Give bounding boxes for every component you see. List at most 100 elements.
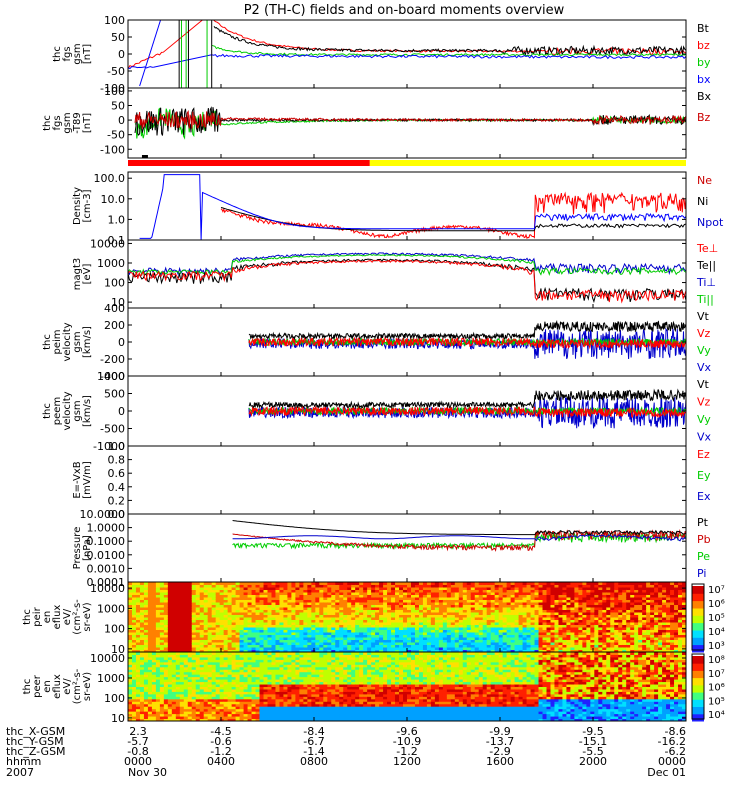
spectrogram-cell (175, 711, 181, 715)
spectrogram-cell (450, 627, 456, 630)
y-axis-label: velocity (62, 391, 73, 430)
spectrogram-cell (462, 609, 468, 613)
spectrogram-cell (183, 671, 189, 675)
spectrogram-cell (422, 609, 428, 613)
spectrogram-cell (207, 696, 213, 700)
spectrogram-cell (582, 582, 587, 585)
spectrogram-cell (215, 708, 221, 712)
spectrogram-cell (582, 642, 587, 645)
spectrogram-cell (371, 612, 376, 615)
spectrogram-cell (526, 587, 532, 590)
spectrogram-cell (618, 649, 623, 652)
spectrogram-cell (506, 607, 512, 610)
spectrogram-cell (151, 684, 157, 687)
spectrogram-cell (171, 629, 177, 633)
spectrogram-cell (163, 691, 169, 695)
spectrogram-cell (203, 647, 209, 650)
spectrogram-cell (450, 597, 456, 600)
spectrogram-cell (570, 629, 575, 633)
spectrogram-cell (128, 674, 133, 678)
spectrogram-cell (502, 584, 508, 588)
spectrogram-cell (223, 698, 229, 702)
spectrogram-cell (606, 647, 611, 650)
spectrogram-cell (414, 614, 420, 618)
spectrogram-cell (359, 597, 364, 600)
legend-entry: Ez (697, 448, 710, 461)
spectrogram-cell (191, 622, 197, 625)
spectrogram-cell (546, 587, 551, 590)
spectrogram-cell (139, 656, 145, 660)
spectrogram-cell (618, 634, 623, 638)
spectrogram-cell (670, 629, 675, 633)
spectrogram-cell (143, 634, 149, 638)
spectrogram-cell (147, 661, 153, 665)
spectrogram-cell (179, 634, 185, 638)
spectrogram-cell (418, 592, 424, 595)
spectrogram-cell (534, 634, 540, 638)
spectrogram-cell (558, 614, 563, 618)
spectrogram-cell (462, 614, 468, 618)
spectrogram-cell (602, 622, 607, 625)
spectrogram-cell (239, 584, 245, 588)
spectrogram-cell (367, 607, 372, 610)
spectrogram-cell (183, 718, 189, 721)
spectrogram-cell (155, 669, 161, 673)
spectrogram-cell (470, 589, 476, 593)
spectrogram-cell (211, 632, 217, 635)
spectrogram-cell (403, 582, 408, 585)
spectrogram-cell (147, 624, 153, 628)
spectrogram-cell (291, 637, 296, 640)
spectrogram-cell (474, 622, 480, 625)
spectrogram-cell (367, 627, 372, 630)
spectrogram-cell (594, 634, 599, 638)
series-vz (248, 405, 686, 419)
spectrogram-cell (143, 584, 149, 588)
spectrogram-cell (291, 642, 296, 645)
spectrogram-cell (159, 607, 165, 610)
y-tick-label: 10.0 (101, 193, 126, 206)
spectrogram-cell (315, 594, 320, 598)
spectrogram-cell (147, 693, 153, 697)
spectrogram-cell (458, 589, 464, 593)
spectrogram-cell (163, 614, 169, 618)
spectrogram-cell (514, 649, 520, 652)
spectrogram-cell (128, 686, 133, 690)
spectrogram-cell (347, 589, 352, 593)
spectrogram-cell (379, 629, 384, 633)
spectrogram-cell (682, 609, 686, 613)
spectrogram-cell (203, 706, 209, 710)
spectrogram-cell (139, 644, 145, 648)
spectrogram-cell (319, 642, 324, 645)
spectrogram-cell (223, 691, 229, 695)
spectrogram-cell (566, 589, 571, 593)
spectrogram-cell (490, 614, 496, 618)
spectrogram-cell (391, 589, 396, 593)
spectrogram-cell (379, 604, 384, 608)
spectrogram-cell (223, 644, 229, 648)
spectrogram-cell (554, 619, 559, 623)
spectrogram-cell (566, 642, 571, 645)
spectrogram-cell (159, 624, 165, 628)
spectrogram-cell (582, 602, 587, 605)
spectrogram-cell (414, 587, 420, 590)
spectrogram-cell (199, 619, 205, 623)
spectrogram-cell (235, 594, 241, 598)
spectrogram-cell (586, 624, 591, 628)
spectrogram-cell (179, 708, 185, 712)
spectrogram-cell (231, 703, 237, 707)
spectrogram-cell (159, 711, 165, 715)
spectrogram-cell (562, 594, 567, 598)
y-tick-label: 0.4 (108, 481, 126, 494)
spectrogram-cell (151, 592, 157, 595)
spectrogram-cell (207, 619, 213, 623)
spectrogram-cell (323, 644, 328, 648)
spectrogram-cell (143, 614, 149, 618)
spectrogram-cell (243, 597, 249, 600)
spectrogram-cell (403, 602, 408, 605)
spectrogram-cell (482, 614, 488, 618)
spectrogram-cell (271, 612, 276, 615)
spectrogram-cell (670, 602, 675, 605)
spectrogram-cell (490, 619, 496, 623)
spectrogram-cell (227, 644, 233, 648)
